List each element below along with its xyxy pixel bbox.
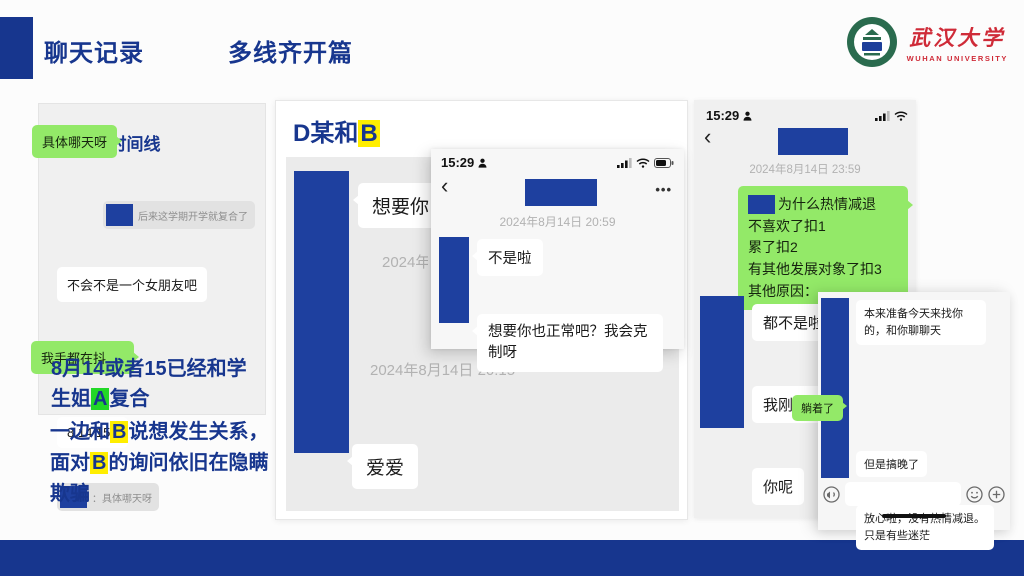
university-logo: 武汉大学 WUHAN UNIVERSITY bbox=[846, 16, 1008, 68]
signal-icon bbox=[617, 157, 632, 168]
status-time: 15:29 bbox=[441, 155, 475, 170]
person-icon bbox=[743, 111, 752, 121]
green-line: 累了扣2 bbox=[748, 239, 798, 256]
redaction-column bbox=[294, 171, 349, 453]
emoji-icon[interactable] bbox=[966, 485, 983, 503]
page-title: 聊天记录 bbox=[44, 40, 144, 67]
chat-bubble-incoming: 本来准备今天来找你的，和你聊聊天 bbox=[856, 300, 986, 345]
home-indicator bbox=[882, 514, 946, 518]
wifi-icon bbox=[894, 110, 908, 121]
redaction-contact-name bbox=[778, 128, 848, 155]
wifi-icon bbox=[636, 157, 650, 168]
green-line: 其他原因： bbox=[748, 282, 818, 299]
redaction-column bbox=[700, 296, 744, 428]
redaction-box bbox=[106, 204, 133, 226]
middle-chat-card: D某和B 想要你 2024年 2024年8月14日 20:15 爱爱 15:29 bbox=[275, 100, 688, 520]
green-line: 有其他发展对象了扣3 bbox=[748, 261, 882, 278]
bottom-accent-band bbox=[0, 540, 1024, 576]
university-name-en: WUHAN UNIVERSITY bbox=[906, 53, 1008, 63]
highlight-b: B bbox=[90, 452, 109, 474]
person-icon bbox=[478, 158, 487, 168]
annotation-line-1: 8月14或者15已经和学生姐 A 复合 bbox=[51, 358, 247, 410]
card-heading: D某和B bbox=[293, 120, 380, 147]
status-bar: 15:29 bbox=[441, 155, 674, 170]
chat-date: 2024年8月14日 20:59 bbox=[499, 215, 616, 229]
page-subtitle: 多线齐开篇 bbox=[228, 40, 353, 67]
title-accent-square bbox=[0, 17, 33, 79]
chat-bubble-incoming: 不会不是一个女朋友吧 bbox=[57, 267, 208, 302]
chat-bubble-incoming: 放心啦，没有热情减退。只是有些迷茫 bbox=[856, 505, 994, 550]
redaction-avatar bbox=[439, 237, 469, 323]
quote-text: ：具体哪天呀 bbox=[92, 493, 152, 505]
annotation-line-3: 面对 B 的询问依旧在隐瞒欺骗 bbox=[50, 452, 269, 505]
redaction-inline bbox=[748, 195, 775, 215]
chat-bubble-outgoing: 躺着了 bbox=[792, 395, 847, 421]
status-time: 15:29 bbox=[706, 108, 740, 123]
message-input[interactable] bbox=[845, 482, 961, 506]
university-name-cn: 武汉大学 bbox=[909, 25, 1006, 50]
highlight-a: A bbox=[91, 388, 110, 410]
green-line: 为什么热情减退 bbox=[778, 196, 876, 212]
redaction-box bbox=[60, 486, 87, 508]
redaction-column bbox=[821, 298, 849, 478]
more-menu-icon[interactable]: ••• bbox=[655, 182, 672, 197]
status-bar: 15:29 bbox=[706, 108, 908, 123]
overlay-chat-screenshot: 15:29 bbox=[431, 149, 684, 373]
green-line: 不喜欢了扣1 bbox=[748, 217, 826, 234]
highlight-b: B bbox=[110, 421, 129, 443]
annotation-block: 一边和 B 说想发生关系， 面对 B 的询问依旧在隐瞒欺骗 bbox=[50, 417, 284, 510]
chat-bubble-outgoing-list: 为什么热情减退 不喜欢了扣1 累了扣2 有其他发展对象了扣3 其他原因： bbox=[738, 186, 913, 311]
back-icon[interactable]: ‹ bbox=[704, 124, 712, 149]
signal-icon bbox=[875, 110, 890, 121]
chat-date: 2024年8月14日 23:59 bbox=[749, 164, 861, 176]
left-chat-panel: A与B对时间线 具体哪天呀 后来这学期开学就复合了 不会不是一个女朋友吧 我手都… bbox=[31, 103, 266, 511]
voice-icon[interactable] bbox=[823, 485, 840, 503]
chat-bubble-incoming: 你呢 bbox=[752, 468, 805, 505]
quote-text: 后来这学期开学就复合了 bbox=[138, 211, 248, 223]
chat-bubble-incoming: 不是啦 bbox=[472, 239, 543, 276]
chat-bubble-incoming: 但是搞晚了 bbox=[856, 451, 927, 477]
right-chat-screenshot-2: 本来准备今天来找你的，和你聊聊天 躺着了 但是搞晚了 放心啦，没有热情减退。只是… bbox=[792, 292, 1010, 550]
chat-date-partial: 2024年 bbox=[382, 254, 428, 271]
chat-quote-bubble: ：具体哪天呀 bbox=[57, 483, 159, 511]
back-icon[interactable]: ‹ bbox=[441, 173, 449, 198]
chat-bubble-outgoing: 具体哪天呀 bbox=[32, 125, 123, 158]
redaction-contact-name bbox=[525, 179, 597, 206]
chat-bubble-incoming: 想要你也正常吧？我会克制呀 bbox=[472, 314, 663, 373]
chat-bubble-incoming: 爱爱 bbox=[346, 444, 419, 489]
highlight-b: B bbox=[358, 120, 380, 147]
chat-bubble-outgoing: 我手都在抖. . . bbox=[31, 341, 140, 374]
university-seal-icon bbox=[846, 16, 898, 68]
annotation-line-2: 一边和 B 说想发生关系， bbox=[50, 421, 269, 443]
chat-quote-bubble: 后来这学期开学就复合了 bbox=[103, 201, 255, 229]
chat-bubble-incoming: 想要你 bbox=[352, 183, 444, 228]
chat-input-bar bbox=[823, 480, 1005, 508]
plus-icon[interactable] bbox=[988, 485, 1005, 503]
background-chat-screenshot: 想要你 2024年 2024年8月14日 20:15 爱爱 15:29 bbox=[286, 149, 684, 511]
battery-icon bbox=[654, 157, 674, 168]
